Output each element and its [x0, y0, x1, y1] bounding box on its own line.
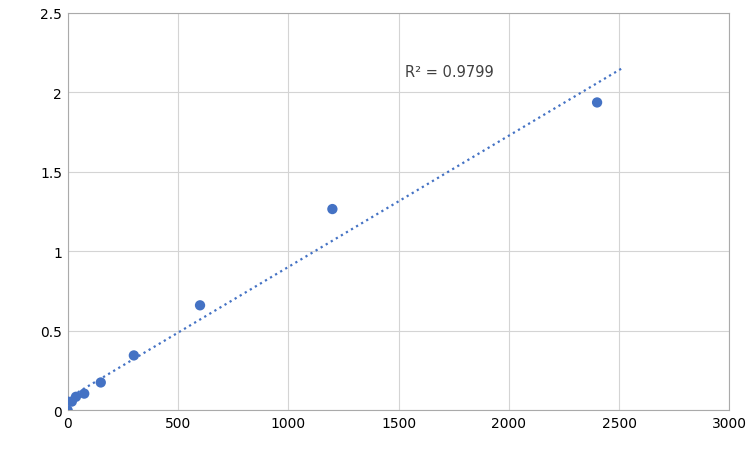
Point — [95, 379, 107, 386]
Point — [591, 100, 603, 107]
Text: R² = 0.9799: R² = 0.9799 — [405, 65, 494, 80]
Point — [62, 407, 74, 414]
Point — [78, 390, 90, 397]
Point — [326, 206, 338, 213]
Point — [128, 352, 140, 359]
Point — [194, 302, 206, 309]
Point — [70, 393, 82, 400]
Point — [66, 398, 77, 405]
